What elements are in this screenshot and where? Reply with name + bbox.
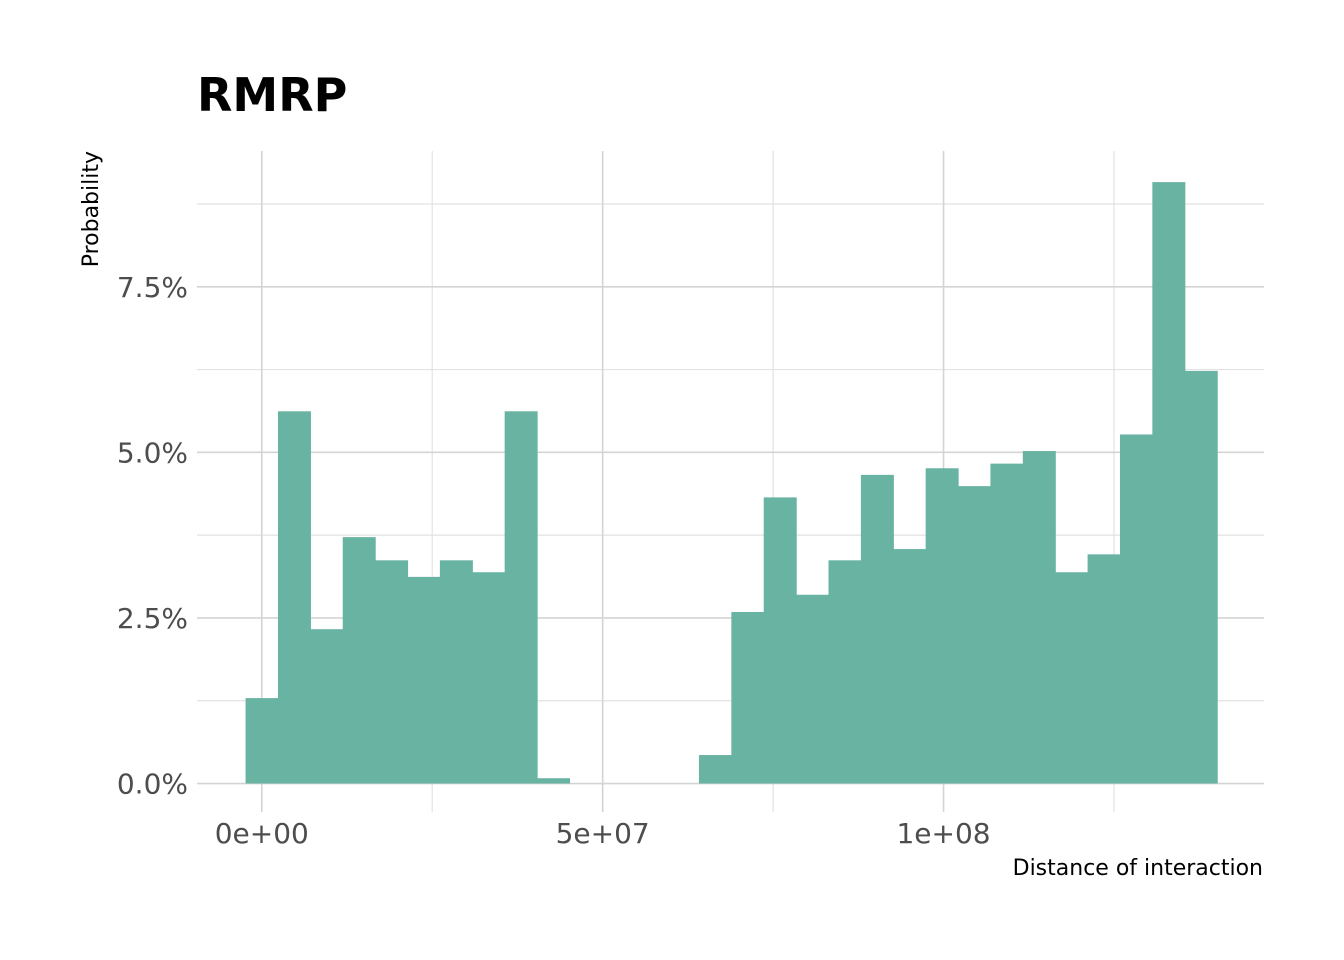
x-tick-label: 0e+00 (215, 817, 309, 850)
histogram-bar (1022, 451, 1056, 784)
histogram-bar (439, 560, 473, 784)
x-tick-label: 5e+07 (556, 817, 650, 850)
histogram-bar (698, 755, 732, 784)
histogram-bar (472, 572, 506, 784)
histogram-bar (893, 549, 927, 784)
histogram-bar (990, 463, 1024, 784)
y-axis-title: Probability (79, 151, 104, 267)
histogram-bar (1119, 434, 1153, 784)
histogram-bar (310, 629, 344, 784)
histogram-bar (407, 576, 441, 784)
x-axis-title: Distance of interaction (1013, 856, 1263, 881)
y-tick-label: 0.0% (117, 768, 188, 801)
histogram-bar (504, 411, 538, 784)
histogram-bar (828, 560, 862, 784)
histogram-bar (537, 778, 571, 784)
histogram-bar (245, 698, 279, 784)
x-axis-ticks: 0e+00 5e+07 1e+08 (215, 817, 991, 850)
histogram-bar (1152, 182, 1186, 784)
y-axis-ticks: 0.0% 2.5% 5.0% 7.5% (117, 271, 188, 801)
histogram-bar (763, 497, 797, 784)
histogram-bar (958, 486, 992, 784)
histogram-bar (860, 474, 894, 784)
histogram-bar (1184, 370, 1218, 784)
histogram-bar (375, 560, 409, 784)
chart-title: RMRP (197, 68, 348, 122)
histogram-bar (796, 594, 830, 784)
y-tick-label: 2.5% (117, 602, 188, 635)
y-tick-label: 7.5% (117, 271, 188, 304)
y-tick-label: 5.0% (117, 436, 188, 469)
histogram-bars (245, 182, 1218, 784)
x-tick-label: 1e+08 (896, 817, 990, 850)
histogram-bar (1055, 572, 1089, 784)
histogram-bar (925, 468, 959, 784)
histogram-bar (342, 537, 376, 784)
histogram-bar (1087, 554, 1121, 784)
histogram-bar (277, 411, 311, 784)
histogram-bar (731, 611, 765, 784)
